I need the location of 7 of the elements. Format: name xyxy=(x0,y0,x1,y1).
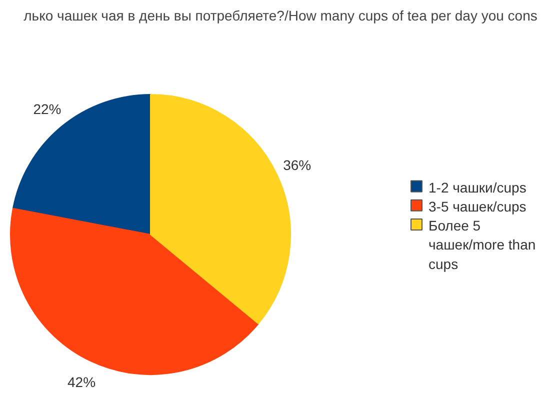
data-label: 36% xyxy=(283,157,312,174)
legend-label: 1-2 чашки/cups xyxy=(428,179,526,196)
chart-title: лько чашек чая в день вы потребляете?/How many cups of tea per day you cons xyxy=(24,8,538,24)
data-label: 22% xyxy=(33,101,62,118)
data-label: 42% xyxy=(68,374,96,390)
legend-label: Более 5 чашек/more than cups xyxy=(428,217,536,272)
legend-label: 3-5 чашек/cups xyxy=(428,198,526,214)
